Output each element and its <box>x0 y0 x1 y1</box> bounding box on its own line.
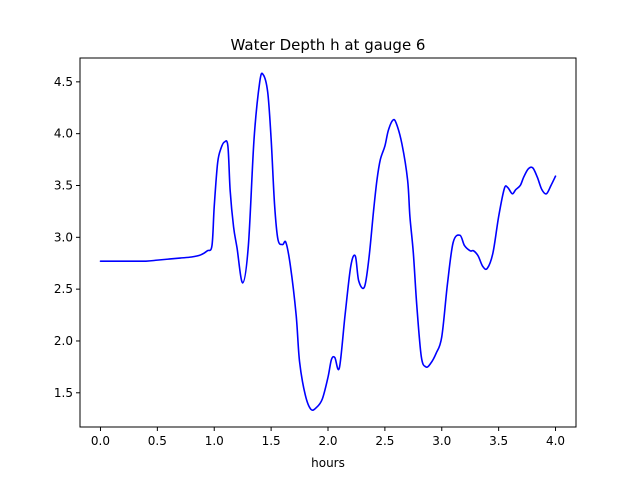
x-axis-label: hours <box>311 456 345 470</box>
x-tick-label: 1.5 <box>262 434 281 448</box>
y-tick-label: 2.5 <box>54 282 73 296</box>
y-tick-label: 3.5 <box>54 178 73 192</box>
x-axis-ticks: 0.0 0.5 1.0 1.5 2.0 2.5 3.0 3.5 4.0 <box>91 427 565 448</box>
x-tick-label: 0.5 <box>148 434 167 448</box>
y-tick-label: 4.0 <box>54 127 73 141</box>
chart-title: Water Depth h at gauge 6 <box>231 36 426 54</box>
x-tick-label: 2.0 <box>318 434 337 448</box>
x-tick-label: 4.0 <box>546 434 565 448</box>
y-tick-label: 2.0 <box>54 334 73 348</box>
x-tick-label: 2.5 <box>375 434 394 448</box>
y-axis-ticks: 1.5 2.0 2.5 3.0 3.5 4.0 4.5 <box>54 75 80 400</box>
x-tick-label: 1.0 <box>205 434 224 448</box>
x-tick-label: 3.0 <box>432 434 451 448</box>
x-tick-label: 0.0 <box>91 434 110 448</box>
y-tick-label: 3.0 <box>54 230 73 244</box>
y-tick-label: 4.5 <box>54 75 73 89</box>
series-line-water-depth <box>99 72 557 411</box>
plot-area-frame <box>79 57 577 428</box>
y-tick-label: 1.5 <box>54 386 73 400</box>
x-tick-label: 3.5 <box>489 434 508 448</box>
